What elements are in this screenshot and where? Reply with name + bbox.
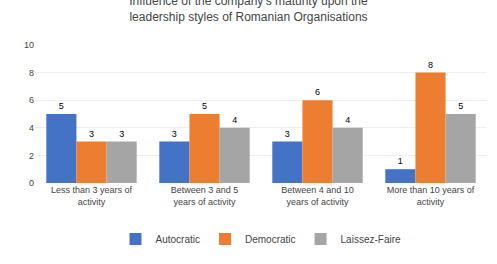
- svg-text:3: 3: [285, 129, 290, 139]
- svg-text:Democratic: Democratic: [245, 234, 296, 245]
- svg-text:4: 4: [232, 115, 237, 125]
- svg-text:8: 8: [428, 60, 433, 70]
- svg-text:0: 0: [29, 178, 34, 188]
- svg-text:4: 4: [29, 123, 34, 133]
- svg-text:Less than 3 years ofactivity: Less than 3 years ofactivity: [51, 185, 133, 207]
- svg-text:Autocratic: Autocratic: [156, 234, 200, 245]
- svg-text:Influence of the company's mat: Influence of the company's maturity upon…: [129, 0, 368, 24]
- svg-text:10: 10: [24, 40, 34, 50]
- svg-text:Laissez-Faire: Laissez-Faire: [341, 234, 401, 245]
- svg-text:Between 4 and 10years of activ: Between 4 and 10years of activity: [281, 185, 354, 207]
- svg-text:Between 3 and 5years of activi: Between 3 and 5years of activity: [171, 185, 239, 207]
- svg-text:2: 2: [29, 151, 34, 161]
- svg-text:6: 6: [29, 95, 34, 105]
- svg-text:3: 3: [172, 129, 177, 139]
- svg-text:5: 5: [202, 101, 207, 111]
- svg-text:4: 4: [345, 115, 350, 125]
- svg-text:6: 6: [315, 87, 320, 97]
- svg-text:3: 3: [89, 129, 94, 139]
- svg-text:More than 10 years ofactivity: More than 10 years ofactivity: [387, 185, 475, 207]
- svg-text:1: 1: [398, 156, 403, 166]
- svg-text:5: 5: [59, 101, 64, 111]
- svg-text:5: 5: [458, 101, 463, 111]
- svg-text:3: 3: [119, 129, 124, 139]
- svg-text:8: 8: [29, 68, 34, 78]
